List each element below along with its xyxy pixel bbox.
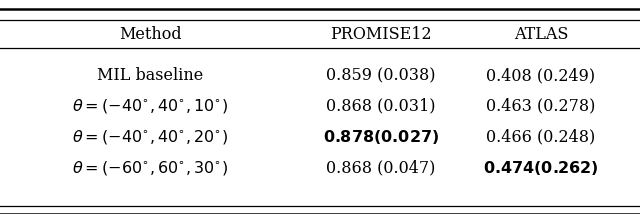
Text: PROMISE12: PROMISE12: [330, 26, 431, 43]
Text: ATLAS: ATLAS: [514, 26, 568, 43]
Text: 0.463 (0.278): 0.463 (0.278): [486, 97, 595, 114]
Text: Method: Method: [119, 26, 182, 43]
Text: 0.868 (0.031): 0.868 (0.031): [326, 97, 436, 114]
Text: $\theta = (-60^{\circ}, 60^{\circ}, 30^{\circ})$: $\theta = (-60^{\circ}, 60^{\circ}, 30^{…: [72, 159, 228, 177]
Text: $\theta = (-40^{\circ}, 40^{\circ}, 20^{\circ})$: $\theta = (-40^{\circ}, 40^{\circ}, 20^{…: [72, 128, 228, 146]
Text: $\mathbf{0.878 \mathbf{(0.027)}}$: $\mathbf{0.878 \mathbf{(0.027)}}$: [323, 128, 439, 146]
Text: MIL baseline: MIL baseline: [97, 67, 204, 85]
Text: 0.466 (0.248): 0.466 (0.248): [486, 128, 595, 146]
Text: $\mathbf{0.474 \mathbf{(0.262)}}$: $\mathbf{0.474 \mathbf{(0.262)}}$: [483, 159, 598, 177]
Text: 0.868 (0.047): 0.868 (0.047): [326, 159, 435, 177]
Text: 0.408 (0.249): 0.408 (0.249): [486, 67, 595, 85]
Text: 0.859 (0.038): 0.859 (0.038): [326, 67, 436, 85]
Text: $\theta = (-40^{\circ}, 40^{\circ}, 10^{\circ})$: $\theta = (-40^{\circ}, 40^{\circ}, 10^{…: [72, 97, 228, 115]
